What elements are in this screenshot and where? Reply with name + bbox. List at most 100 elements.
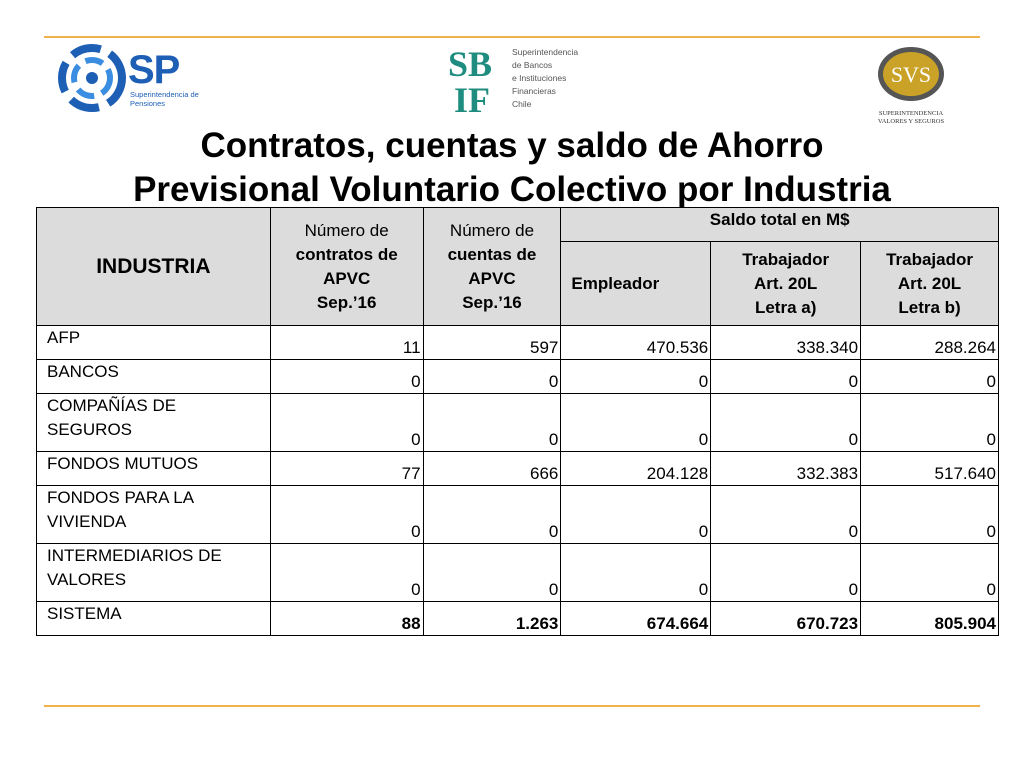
header-trabajador-a: Trabajador Art. 20L Letra a) (710, 241, 862, 326)
cell-trabajador-a: 338.340 (710, 325, 862, 360)
top-rule (44, 36, 980, 38)
header-saldo: Saldo total en M$ (560, 207, 999, 242)
cell-empleador: 0 (560, 485, 712, 544)
cell-trabajador-a: 670.723 (710, 601, 862, 636)
sp-logo-mark: SP (128, 48, 180, 92)
cell-contratos: 88 (269, 601, 424, 636)
cell-empleador: 204.128 (560, 451, 712, 486)
industry-table: INDUSTRIA Número de contratos de APVC Se… (36, 207, 999, 636)
header-line: Art. 20L (754, 273, 818, 293)
cell-trabajador-b: 517.640 (860, 451, 999, 486)
row-industry-name: COMPAÑÍAS DE SEGUROS (36, 393, 271, 452)
cell-contratos: 11 (269, 325, 424, 360)
cell-contratos: 0 (269, 359, 424, 394)
name-line: VIVIENDA (47, 512, 127, 531)
table-row: COMPAÑÍAS DE SEGUROS 0 0 0 0 0 (36, 393, 999, 452)
cell-cuentas: 0 (422, 393, 562, 452)
bottom-rule (44, 705, 980, 707)
header-line: Trabajador (886, 249, 973, 269)
name-line: COMPAÑÍAS DE (47, 396, 177, 415)
table-row: FONDOS MUTUOS 77 666 204.128 332.383 517… (36, 451, 999, 486)
header-cuentas: Número de cuentas de APVC Sep.’16 (422, 207, 562, 326)
name-line: VALORES (47, 570, 127, 589)
cell-cuentas: 666 (422, 451, 562, 486)
cell-cuentas: 597 (422, 325, 562, 360)
table-row: INTERMEDIARIOS DE VALORES 0 0 0 0 0 (36, 543, 999, 602)
header-line: APVC (468, 268, 516, 288)
row-industry-name: FONDOS MUTUOS (36, 451, 271, 486)
row-industry-name: BANCOS (36, 359, 271, 394)
cell-cuentas: 0 (422, 543, 562, 602)
sbif-line: de Bancos (512, 60, 553, 70)
cell-trabajador-a: 0 (710, 485, 862, 544)
sbif-line: Chile (512, 99, 532, 109)
table-row: FONDOS PARA LA VIVIENDA 0 0 0 0 0 (36, 485, 999, 544)
header-line: contratos de (295, 244, 398, 264)
sbif-mark-top: SB (448, 44, 492, 84)
table-row: AFP 11 597 470.536 338.340 288.264 (36, 325, 999, 360)
cell-contratos: 0 (269, 485, 424, 544)
svs-line: VALORES Y SEGUROS (877, 118, 945, 125)
cell-empleador: 470.536 (560, 325, 712, 360)
header-line: APVC (323, 268, 371, 288)
header-industria: INDUSTRIA (36, 207, 271, 326)
sp-logo: SP Superintendencia de Pensiones (58, 44, 218, 114)
title-line-1: Contratos, cuentas y saldo de Ahorro (200, 126, 824, 165)
svs-logo-text: SUPERINTENDENCIA VALORES Y SEGUROS (870, 110, 952, 126)
svs-mark-text: SVS (891, 62, 931, 87)
cell-trabajador-a: 0 (710, 393, 862, 452)
sbif-line: Financieras (512, 86, 556, 96)
page-title: Contratos, cuentas y saldo de Ahorro Pre… (40, 124, 984, 210)
sp-emblem-icon (58, 44, 126, 112)
cell-contratos: 77 (269, 451, 424, 486)
header-line: Número de (304, 220, 389, 240)
row-industry-name: FONDOS PARA LA VIVIENDA (36, 485, 271, 544)
cell-contratos: 0 (269, 393, 424, 452)
cell-trabajador-b: 0 (860, 543, 999, 602)
table-row: BANCOS 0 0 0 0 0 (36, 359, 999, 394)
table-row-total: SISTEMA 88 1.263 674.664 670.723 805.904 (36, 601, 999, 636)
cell-trabajador-a: 332.383 (710, 451, 862, 486)
row-industry-name: AFP (36, 325, 271, 360)
cell-trabajador-b: 288.264 (860, 325, 999, 360)
cell-trabajador-b: 0 (860, 485, 999, 544)
sbif-logo-text: Superintendencia de Bancos e Institucion… (512, 46, 586, 111)
header-line: Letra a) (754, 297, 817, 317)
cell-empleador: 674.664 (560, 601, 712, 636)
header-empleador: Empleador (560, 241, 712, 326)
cell-empleador: 0 (560, 359, 712, 394)
header-trabajador-b: Trabajador Art. 20L Letra b) (860, 241, 999, 326)
sbif-line: Superintendencia (512, 47, 579, 57)
cell-cuentas: 0 (422, 485, 562, 544)
cell-trabajador-a: 0 (710, 359, 862, 394)
cell-trabajador-b: 805.904 (860, 601, 999, 636)
svs-line: SUPERINTENDENCIA (878, 110, 944, 117)
sbif-mark-bottom: IF (454, 80, 490, 116)
sbif-line: e Instituciones (512, 73, 567, 83)
header-line: cuentas de (447, 244, 537, 264)
title-line-2: Previsional Voluntario Colectivo por Ind… (133, 170, 891, 209)
sbif-logo: SB IF Superintendencia de Bancos e Insti… (446, 44, 586, 116)
sbif-emblem-icon: SB IF (448, 44, 492, 116)
header-line: Trabajador (742, 249, 830, 269)
cell-contratos: 0 (269, 543, 424, 602)
cell-empleador: 0 (560, 393, 712, 452)
cell-trabajador-a: 0 (710, 543, 862, 602)
header-line: Número de (449, 220, 535, 240)
header-line: Art. 20L (897, 273, 962, 293)
header-line: Letra b) (898, 297, 961, 317)
cell-cuentas: 1.263 (422, 601, 562, 636)
svs-logo: SVS SUPERINTENDENCIA VALORES Y SEGUROS (870, 44, 952, 130)
cell-empleador: 0 (560, 543, 712, 602)
name-line: SEGUROS (47, 420, 133, 439)
header-contratos: Número de contratos de APVC Sep.’16 (269, 207, 424, 326)
cell-trabajador-b: 0 (860, 393, 999, 452)
svs-emblem-icon: SVS (878, 47, 944, 101)
header-line: Sep.’16 (316, 292, 377, 312)
row-industry-name: SISTEMA (36, 601, 271, 636)
sp-logo-subtitle: Superintendencia de Pensiones (130, 90, 199, 108)
cell-trabajador-b: 0 (860, 359, 999, 394)
name-line: FONDOS PARA LA (47, 488, 195, 507)
name-line: INTERMEDIARIOS DE (47, 546, 222, 565)
row-industry-name: INTERMEDIARIOS DE VALORES (36, 543, 271, 602)
